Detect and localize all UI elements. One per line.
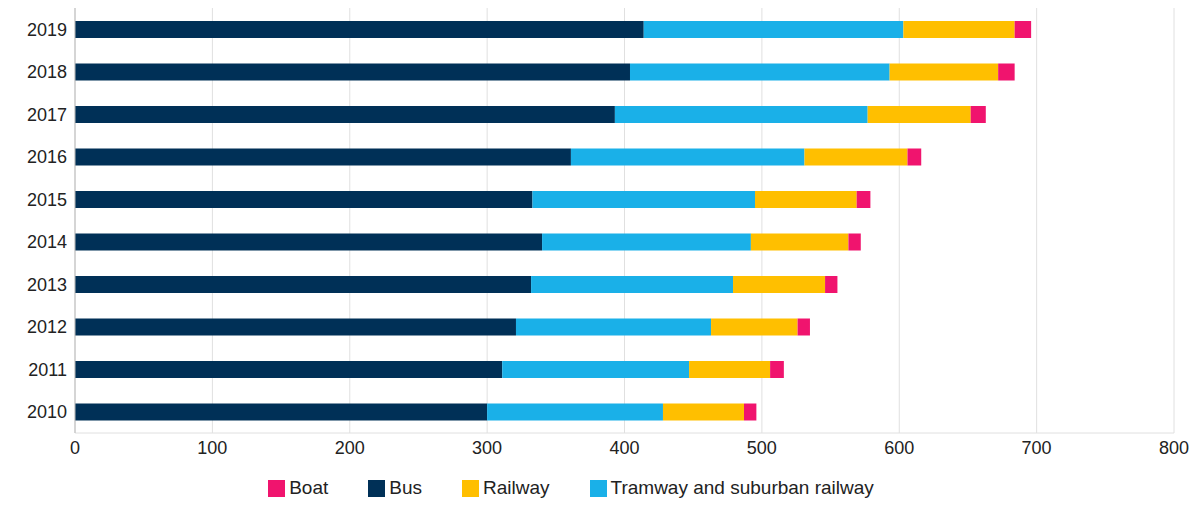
svg-text:200: 200 <box>335 438 365 458</box>
svg-text:500: 500 <box>747 438 777 458</box>
html-text:Tramway and suburban railway: Tramway and suburban railway <box>610 477 874 498</box>
html-text:Bus: Bus <box>389 477 422 498</box>
svg-text:2010: 2010 <box>27 402 67 422</box>
svg-text:100: 100 <box>197 438 227 458</box>
svg-text:2015: 2015 <box>27 190 67 210</box>
svg-text:2018: 2018 <box>27 62 67 82</box>
svg-text:700: 700 <box>1022 438 1052 458</box>
svg-text:600: 600 <box>884 438 914 458</box>
svg-text:0: 0 <box>70 438 80 458</box>
svg-text:2019: 2019 <box>27 20 67 40</box>
svg-text:2017: 2017 <box>27 105 67 125</box>
svg-text:300: 300 <box>472 438 502 458</box>
svg-text:2014: 2014 <box>27 232 67 252</box>
svg-text:2013: 2013 <box>27 275 67 295</box>
svg-text:2016: 2016 <box>27 147 67 167</box>
svg-text:2011: 2011 <box>28 360 67 380</box>
svg-text:2012: 2012 <box>27 317 67 337</box>
svg-text:800: 800 <box>1159 438 1189 458</box>
html-text:Boat: Boat <box>289 477 329 498</box>
html-text:Railway: Railway <box>483 477 550 498</box>
svg-text:400: 400 <box>609 438 639 458</box>
